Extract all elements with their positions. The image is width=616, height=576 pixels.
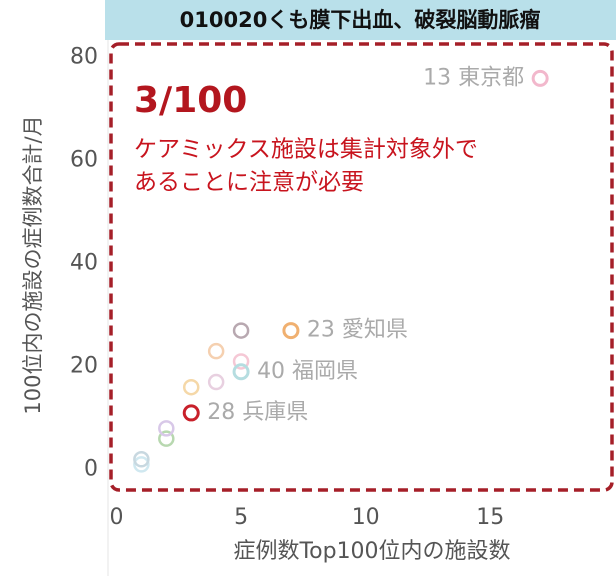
point xyxy=(182,378,200,396)
y-tick-label: 40 xyxy=(70,251,98,276)
y-tick-label: 80 xyxy=(70,45,98,70)
y-tick-label: 0 xyxy=(84,457,98,482)
annotation-title: 3/100 xyxy=(134,80,247,121)
point xyxy=(207,342,225,360)
point-label: 28 兵庫県 xyxy=(207,400,308,425)
y-tick-label: 20 xyxy=(70,354,98,379)
point xyxy=(182,404,200,422)
point xyxy=(133,456,150,473)
annotation-text: あることに注意が必要 xyxy=(134,170,364,196)
title-bar xyxy=(105,0,616,40)
point xyxy=(282,322,300,340)
x-tick-label: 5 xyxy=(234,505,248,530)
point xyxy=(133,451,150,468)
chart-title: 010020くも膜下出血、破裂脳動脈瘤 xyxy=(180,8,541,32)
point-label: 13 東京都 xyxy=(423,65,524,90)
point xyxy=(158,420,175,437)
annotation-box xyxy=(109,42,614,492)
point xyxy=(207,373,225,391)
point xyxy=(158,430,175,447)
point-label: 23 愛知県 xyxy=(307,318,408,343)
point xyxy=(232,363,250,381)
x-tick-label: 15 xyxy=(476,505,504,530)
point xyxy=(232,353,250,370)
point xyxy=(531,69,549,87)
y-tick-label: 60 xyxy=(70,148,98,173)
point xyxy=(232,322,250,339)
plot: 0 20 40 60 80 0 5 10 15 28 兵庫県 40 福岡県 23 愛知県 13 東京都 xyxy=(70,45,549,530)
point-label: 40 福岡県 xyxy=(257,359,358,384)
x-tick-label: 0 xyxy=(109,505,123,530)
x-tick-label: 10 xyxy=(352,505,380,530)
y-axis-label: 100位内の施設の症例数合計/月 xyxy=(21,115,45,414)
annotation-text: ケアミックス施設は集計対象外で xyxy=(134,137,478,163)
x-axis-label: 症例数Top100位内の施設数 xyxy=(233,539,510,564)
